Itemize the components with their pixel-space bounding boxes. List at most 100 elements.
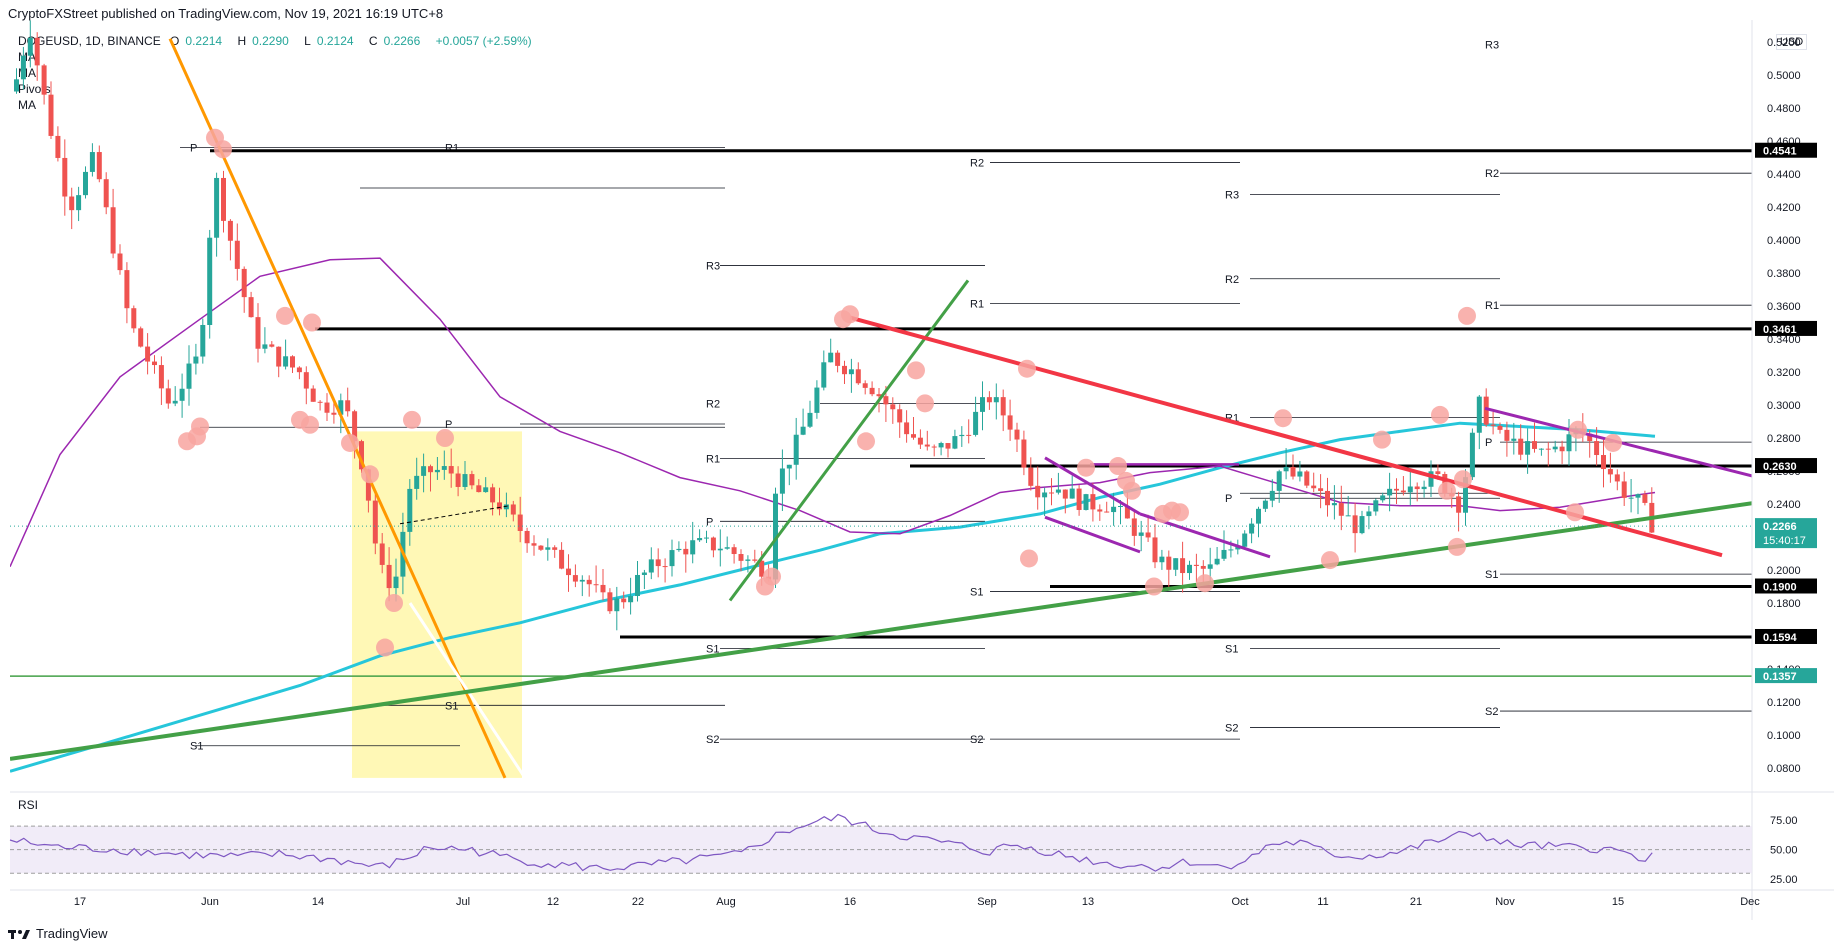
tradingview-logo-icon (8, 929, 30, 939)
candle-body (255, 317, 261, 349)
candle-body (1269, 490, 1275, 501)
candle-body (517, 514, 523, 531)
pivot-label: S2 (706, 734, 719, 746)
candle-body (980, 397, 985, 412)
x-tick-label: 14 (312, 896, 324, 908)
candle-body (1276, 471, 1282, 491)
candle-body (234, 240, 240, 269)
candle-body (1504, 429, 1510, 441)
plot-area: P R1 S1 S1 P R3 R2 R1 S1 S2 P R2 R1 S1 S2 R3 R2 R1 P S1 S2 R2… (10, 20, 1752, 779)
candle-body (338, 400, 344, 415)
candle-body (1601, 455, 1606, 470)
dashed-line (399, 505, 511, 525)
candle-body (131, 308, 137, 329)
x-tick-label: Nov (1495, 896, 1515, 908)
y-tick-label: 0.1000 (1767, 730, 1801, 742)
moving-average-cyan (10, 421, 1656, 773)
candle-body (103, 179, 109, 208)
x-tick-label: Jul (456, 896, 470, 908)
candle-body (952, 436, 958, 449)
pivot-label: R2 (970, 157, 984, 169)
candle-body (731, 547, 737, 555)
candle-body (1380, 495, 1386, 501)
candle-body (966, 434, 972, 436)
candle-body (193, 356, 199, 364)
x-tick-label: 21 (1410, 896, 1422, 908)
candle-body (76, 195, 82, 211)
low-value: L 0.2124 (304, 34, 354, 48)
candle-body (1297, 471, 1303, 477)
price-label: 0.1594 (1763, 632, 1798, 644)
candle-body (566, 568, 571, 576)
candle-body (1138, 532, 1144, 536)
candle-body (1062, 489, 1068, 499)
candle-body (1200, 565, 1206, 569)
candle-body (959, 434, 965, 437)
candle-body (200, 324, 206, 357)
pivot-label: P (706, 516, 713, 528)
candle-body (331, 412, 337, 415)
candle-body (1642, 494, 1648, 503)
pivot-label: P (190, 143, 197, 155)
candle-body (1042, 492, 1048, 498)
price-label: 0.2630 (1763, 461, 1797, 473)
candle-body (669, 550, 675, 567)
candle-body (34, 37, 40, 66)
candle-body (172, 400, 178, 404)
candle-body (690, 540, 696, 555)
pivot-label: R3 (706, 261, 720, 273)
candle-body (710, 537, 716, 551)
candle-body (1538, 448, 1544, 450)
candle-body (993, 397, 999, 403)
pivot-label: S2 (1225, 723, 1238, 735)
y-tick-label: 0.3000 (1767, 400, 1801, 412)
candle-body (855, 369, 861, 384)
candle-body (842, 365, 847, 375)
price-label: 0.4541 (1763, 146, 1797, 158)
candle-body (345, 400, 351, 412)
candle-body (890, 404, 896, 410)
candle-body (559, 549, 565, 569)
candle-body (1552, 446, 1558, 450)
candle-body (414, 475, 420, 489)
touch-marker (907, 361, 925, 380)
candle-body (773, 493, 778, 580)
price-label: 0.2266 (1763, 521, 1797, 533)
pivot-label: P (1225, 493, 1232, 505)
candle-body (1469, 432, 1475, 478)
candle-body (1152, 537, 1158, 563)
candle-body (1159, 556, 1165, 563)
candle-body (662, 566, 668, 568)
x-tick-label: 11 (1317, 896, 1328, 908)
candle-body (1007, 415, 1013, 430)
candle-body (545, 547, 551, 550)
candle-body (786, 464, 792, 469)
candle-body (1325, 490, 1330, 506)
candle-body (83, 171, 88, 196)
pivot-label: S2 (1485, 706, 1498, 718)
candle-body (1228, 549, 1234, 551)
candle-body (1214, 558, 1220, 565)
pivot-label: R2 (706, 398, 720, 410)
price-label-box (1755, 628, 1817, 644)
candle-body (317, 401, 323, 403)
candle-body (303, 372, 309, 389)
candle-body (1256, 508, 1261, 524)
candle-body (572, 575, 578, 582)
candle-body (227, 220, 233, 241)
candle-body (752, 559, 758, 561)
indicator-ma-3[interactable]: MA (18, 98, 36, 112)
candle-body (621, 598, 627, 603)
candle-body (814, 387, 820, 413)
touch-marker (403, 410, 421, 429)
candle-body (462, 474, 468, 487)
touch-marker (385, 594, 403, 612)
candle-body (1435, 471, 1441, 475)
ticker-line: DOGEUSD, 1D, BINANCE O 0.2214 H 0.2290 L 0.… (18, 34, 538, 48)
candle-body (862, 383, 868, 388)
candle-body (600, 584, 606, 593)
symbol[interactable]: DOGEUSD, 1D, BINANCE (18, 34, 161, 48)
x-tick-label: 15 (1612, 896, 1624, 908)
price-chart[interactable]: P R1 S1 S1 P R3 R2 R1 S1 S2 P R2 R1 S1 S2 R3 R2 R1 P S1 S2 R2… (0, 0, 1834, 920)
touch-marker (214, 140, 232, 159)
